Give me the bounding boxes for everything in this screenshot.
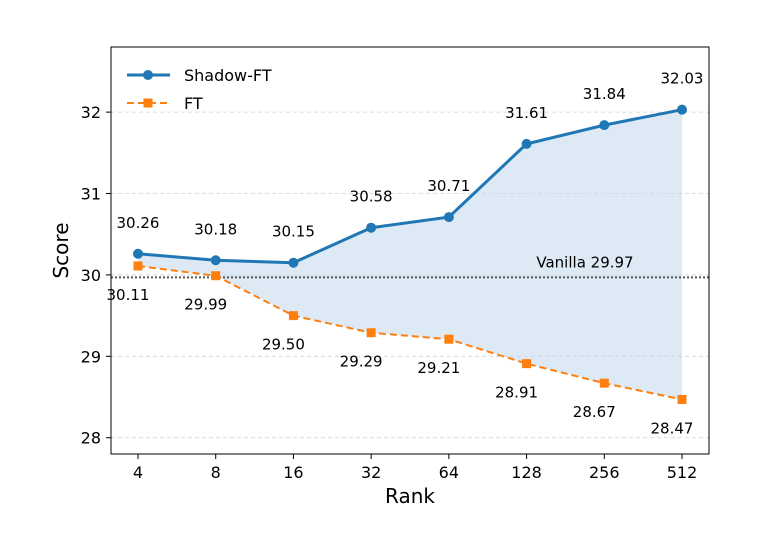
point-ft-512 (677, 394, 687, 404)
point-ft-32 (366, 328, 376, 338)
point-ft-4 (133, 261, 143, 271)
y-tick-label-28: 28 (81, 429, 101, 448)
label-shadow-ft-256: 31.84 (583, 85, 626, 103)
point-shadow-ft-128 (521, 138, 532, 149)
label-ft-256: 28.67 (573, 403, 616, 421)
x-tick-label-8: 8 (211, 463, 221, 482)
vanilla-reference: Vanilla 29.97 (111, 253, 709, 279)
point-shadow-ft-4 (133, 248, 143, 259)
point-shadow-ft-32 (366, 222, 377, 233)
y-tick-label-31: 31 (81, 185, 101, 204)
series-line-shadow-ft (137, 108, 683, 265)
y-axis-label: Score (49, 222, 73, 278)
label-shadow-ft-32: 30.58 (350, 188, 393, 206)
x-axis-label: Rank (385, 484, 435, 508)
label-shadow-ft-64: 30.71 (427, 177, 470, 195)
x-tick-label-16: 16 (283, 463, 303, 482)
point-shadow-ft-8 (210, 255, 221, 266)
label-ft-4: 30.11 (107, 286, 150, 304)
x-tick-label-512: 512 (667, 463, 698, 482)
label-shadow-ft-16: 30.15 (272, 223, 315, 241)
label-ft-128: 28.91 (495, 384, 538, 402)
label-ft-512: 28.47 (651, 419, 694, 437)
y-tick-label-29: 29 (81, 347, 101, 366)
legend-label-shadow-ft: Shadow-FT (184, 66, 272, 85)
point-shadow-ft-256 (599, 120, 610, 131)
y-tick-label-30: 30 (81, 266, 101, 285)
point-shadow-ft-512 (677, 104, 687, 115)
x-tick-label-64: 64 (439, 463, 459, 482)
point-ft-8 (211, 271, 221, 281)
y-tick-label-32: 32 (81, 103, 101, 122)
label-ft-32: 29.29 (340, 353, 383, 371)
x-tick-label-256: 256 (589, 463, 620, 482)
plot-frame (110, 46, 710, 455)
point-ft-64 (444, 334, 454, 344)
data-labels: 30.26 30.18 30.15 30.58 30.71 31.61 31.84 32.03… (107, 70, 704, 438)
point-shadow-ft-16 (288, 257, 299, 268)
label-shadow-ft-4: 30.26 (117, 214, 160, 232)
legend-marker-shadow-ft (143, 70, 153, 80)
point-ft-256 (599, 378, 609, 388)
gap-fill-area (138, 109, 682, 400)
label-shadow-ft-8: 30.18 (194, 220, 237, 238)
x-tick-label-4: 4 (133, 463, 143, 482)
point-shadow-ft-64 (443, 212, 454, 223)
label-ft-64: 29.21 (417, 359, 460, 377)
legend: Shadow-FT FT (127, 66, 272, 113)
fill-between-area (138, 109, 682, 400)
point-ft-16 (288, 311, 298, 321)
label-ft-16: 29.50 (262, 336, 305, 354)
x-tick-label-32: 32 (361, 463, 381, 482)
label-shadow-ft-128: 31.61 (505, 104, 548, 122)
series-lines (133, 104, 687, 404)
legend-label-ft: FT (184, 94, 203, 113)
label-shadow-ft-512: 32.03 (661, 70, 704, 88)
point-ft-128 (522, 359, 532, 369)
series-line-ft (137, 264, 683, 401)
vanilla-label: Vanilla 29.97 (536, 253, 633, 271)
legend-marker-ft (143, 98, 153, 108)
label-ft-8: 29.99 (184, 296, 227, 314)
x-tick-label-128: 128 (511, 463, 542, 482)
